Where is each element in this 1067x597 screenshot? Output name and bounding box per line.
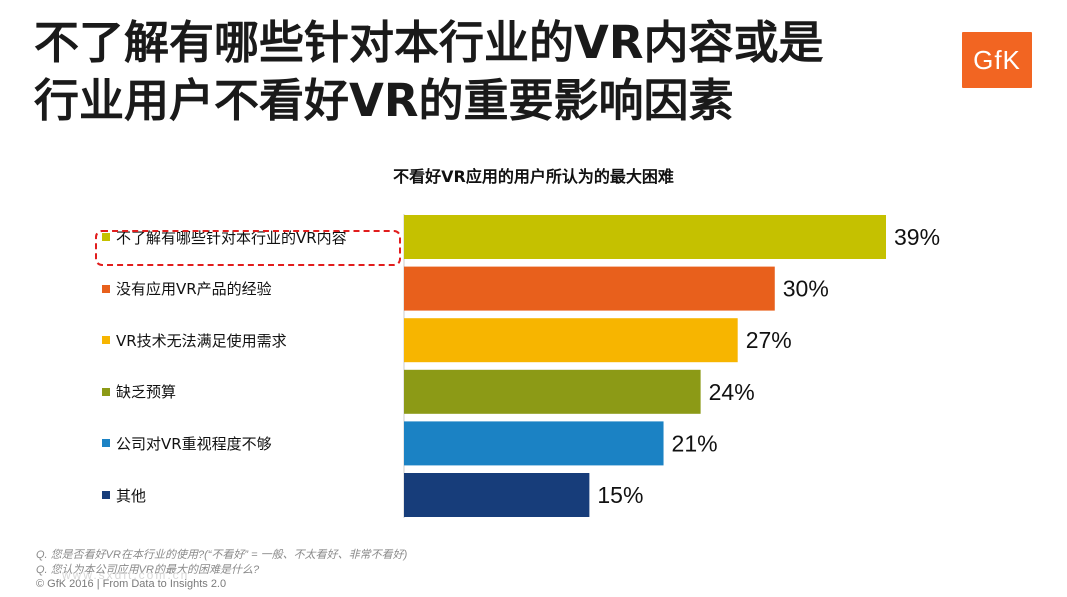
category-swatch-2 [102, 284, 110, 293]
category-swatch-3 [102, 336, 110, 345]
category-label-4: 缺乏预算 [102, 382, 176, 402]
value-label-5: 21% [672, 430, 718, 456]
title-line-1: 不了解有哪些针对本行业的VR内容或是 [34, 16, 824, 69]
value-label-4: 24% [709, 379, 755, 405]
category-label-2: 没有应用VR产品的经验 [102, 279, 272, 299]
chart-title: 不看好VR应用的用户所认为的最大困难 [393, 167, 674, 186]
page-title: 不了解有哪些针对本行业的VR内容或是 行业用户不看好VR的重要影响因素 [34, 14, 964, 130]
value-labels-group: 39% 30% 27% 24% 21% 15% [597, 224, 940, 508]
category-label-6: 其他 [102, 485, 146, 505]
category-text-6: 其他 [116, 486, 147, 505]
category-text-2: 没有应用VR产品的经验 [116, 280, 272, 299]
category-label-5: 公司对VR重视程度不够 [102, 433, 272, 453]
category-text-4: 缺乏预算 [116, 383, 177, 402]
bar-5 [404, 421, 664, 466]
value-label-1: 39% [894, 224, 940, 250]
category-text-3: VR技术无法满足使用需求 [116, 331, 287, 350]
value-label-2: 30% [783, 276, 829, 302]
bar-6 [404, 473, 590, 517]
bar-4 [404, 369, 701, 414]
bar-1 [404, 215, 886, 259]
category-swatch-6 [102, 491, 110, 499]
bars-group [404, 215, 886, 517]
value-label-3: 27% [746, 327, 792, 353]
footer-copyright: © GfK 2016 | From Data to Insights 2.0 [36, 578, 227, 590]
footer-note-1: Q. 您是否看好VR在本行业的使用?(“不看好” = 一般、不太看好、非常不看好… [36, 549, 408, 561]
category-label-1: 不了解有哪些针对本行业的VR内容 [102, 227, 347, 247]
category-swatch-1 [102, 233, 110, 241]
category-swatch-4 [102, 387, 110, 396]
gfk-logo: GfK [962, 32, 1032, 88]
bar-3 [404, 318, 738, 363]
category-swatch-5 [102, 439, 110, 448]
watermark: www.sxdit.com.cn [62, 568, 190, 582]
category-text-5: 公司对VR重视程度不够 [116, 434, 272, 453]
footer-note-2: Q. 您认为本公司应用VR的最大的困难是什么? [36, 564, 260, 576]
logo-text: GfK [973, 44, 1021, 75]
category-text-1: 不了解有哪些针对本行业的VR内容 [116, 228, 347, 247]
bar-2 [404, 266, 775, 311]
title-line-2: 行业用户不看好VR的重要影响因素 [34, 74, 734, 127]
value-label-6: 15% [597, 482, 643, 508]
category-label-3: VR技术无法满足使用需求 [102, 330, 287, 350]
highlight-box [95, 230, 401, 266]
